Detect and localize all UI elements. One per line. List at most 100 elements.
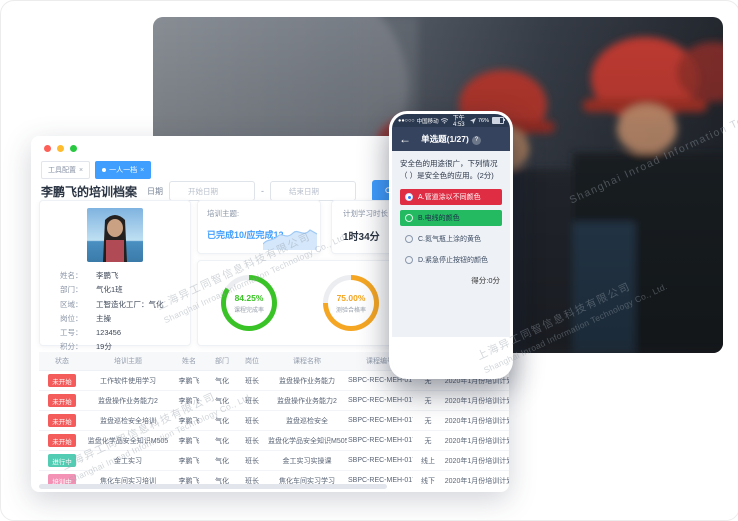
- cell-theme: 监盘化学品安全知识M505: [85, 430, 171, 451]
- plan-label: 计划学习时长: [343, 209, 388, 218]
- phone-nav-bar: 单选题(1/27)? ←: [392, 127, 510, 151]
- phone-mockup: ●●○○○ 中国移动 下午4:53 76% 单选题(1/27)? ← 安全色的用…: [389, 111, 513, 379]
- phone-status-bar: ●●○○○ 中国移动 下午4:53 76%: [392, 114, 510, 128]
- cell-plan: 2020年1月份培训计划: [443, 470, 509, 488]
- plan-duration-value: 1时34分: [343, 232, 380, 243]
- radio-icon: [405, 256, 413, 265]
- status-badge: 未开始: [48, 414, 76, 427]
- course-text: 监盘化学品安全知识M505: [268, 437, 347, 445]
- cell-dept: 气化: [207, 370, 237, 391]
- training-table: 状态培训主题姓名部门岗位课程名称课程编号培训方式培训计划操作 未开始工作软件使用…: [39, 352, 509, 488]
- cell-code: SBPC-REC-MEH-017: [347, 390, 413, 411]
- table-body: 未开始 工作软件使用学习 李鹏飞 气化 班长 监盘操作业务能力 SBPC-REC-MEH-0…: [39, 370, 509, 488]
- cell-plan: 2020年1月份培训计划: [443, 390, 509, 411]
- column-header: 部门: [207, 352, 237, 371]
- status-badge: 培训中: [48, 474, 76, 487]
- table-row[interactable]: 未开始 监盘操作业务能力2 李鹏飞 气化 班长 监盘操作业务能力2 SBPC-REC-MEH…: [39, 390, 509, 411]
- score-label: 得分:0分: [471, 276, 500, 286]
- completion-charts-card: 84.25% 课程完成率 75.00% 测验合格率: [197, 260, 403, 346]
- tab-person-archive[interactable]: 一人一档 ×: [95, 161, 152, 179]
- training-table-wrap: 状态培训主题姓名部门岗位课程名称课程编号培训方式培训计划操作 未开始工作软件使用…: [39, 352, 509, 488]
- profile-fields: 姓名： 李鹏飞 部门： 气化1班 区域： 工智造化工厂：气化 岗位： 主操 工号： 123456 积…: [40, 269, 190, 355]
- course-completion-donut: 84.25% 课程完成率: [221, 275, 277, 331]
- profile-field: 岗位： 主操: [40, 312, 190, 326]
- window-controls: [44, 145, 77, 152]
- answer-option[interactable]: D.紧急停止按钮的颜色: [400, 252, 502, 268]
- tab-label: 一人一档: [109, 167, 138, 174]
- window-titlebar: [31, 136, 509, 158]
- table-row[interactable]: 培训中 焦化车间实习培训 李鹏飞 气化 班长 焦化车间实习学习 SBPC-REC-MEH-0…: [39, 470, 509, 488]
- cell-course: 监盘操作业务能力: [267, 370, 347, 391]
- profile-card: 姓名： 李鹏飞 部门： 气化1班 区域： 工智造化工厂：气化 岗位： 主操 工号： 123456 积…: [39, 200, 191, 351]
- table-row[interactable]: 未开始 监盘化学品安全知识M505 李鹏飞 气化 班长 监盘化学品安全知识M505 SBPC…: [39, 430, 509, 451]
- field-label: 工号：: [60, 328, 83, 337]
- close-button[interactable]: [44, 145, 51, 152]
- cell-status: 未开始: [39, 390, 85, 411]
- profile-field: 姓名： 李鹏飞: [40, 269, 190, 283]
- cell-status: 进行中: [39, 450, 85, 471]
- field-label: 岗位：: [60, 313, 83, 323]
- cell-code: SBPC-REC-MEH-017: [347, 410, 413, 431]
- cell-name: 李鹏飞: [171, 470, 207, 488]
- cell-mode: 无: [413, 410, 443, 431]
- cell-code: SBPC-REC-MEH-017: [347, 450, 413, 471]
- cell-post: 班长: [237, 410, 267, 431]
- start-date-input[interactable]: [169, 181, 256, 201]
- help-icon[interactable]: ?: [471, 136, 481, 145]
- options-list: A.管道涂以不同颜色 B.电线的颜色 C.氮气瓶上涂的黄色 D.紧急停止按钮的颜色: [400, 189, 502, 268]
- question-area: 安全色的用途很广，下列情况（ ）是安全色的应用。(2分) A.管道涂以不同颜色 B…: [392, 151, 510, 337]
- cell-name: 李鹏飞: [171, 390, 207, 411]
- field-label: 积分：: [60, 342, 83, 352]
- maximize-button[interactable]: [70, 145, 77, 152]
- table-row[interactable]: 进行中 金工实习 李鹏飞 气化 班长 金工实习实操课 SBPC-REC-MEH-017 线上 2…: [39, 450, 509, 471]
- answer-option[interactable]: B.电线的颜色: [400, 210, 502, 227]
- field-value: 123456: [96, 328, 122, 337]
- cell-theme: 金工实习: [85, 450, 171, 471]
- status-badge: 未开始: [48, 394, 76, 407]
- cell-theme: 监盘操作业务能力2: [85, 390, 171, 411]
- course-completion-caption: 课程完成率: [233, 307, 264, 314]
- back-icon[interactable]: ←: [399, 132, 411, 146]
- tab-bar: 工具配置 × 一人一档 ×: [41, 161, 152, 179]
- question-counter-title: 单选题(1/27)?: [392, 133, 510, 145]
- radio-icon: [405, 214, 413, 223]
- answer-option[interactable]: A.管道涂以不同颜色: [400, 189, 502, 206]
- field-label: 部门：: [60, 285, 83, 295]
- table-row[interactable]: 未开始 监盘巡检安全培训 李鹏飞 气化 班长 监盘巡检安全 SBPC-REC-MEH-017…: [39, 410, 509, 431]
- cell-name: 李鹏飞: [171, 410, 207, 431]
- cell-code: SBPC-REC-MEH-017: [347, 430, 413, 451]
- course-text: 监盘巡检安全: [286, 417, 328, 425]
- profile-field: 积分： 19分: [40, 340, 190, 354]
- clock-label: 下午4:53: [452, 116, 465, 128]
- tab-tool-config[interactable]: 工具配置 ×: [41, 161, 91, 179]
- desktop-window: 工具配置 × 一人一档 × 李鹏飞的培训档案 日期 - 查: [31, 136, 509, 492]
- answer-option[interactable]: C.氮气瓶上涂的黄色: [400, 231, 502, 247]
- cell-post: 班长: [237, 470, 267, 488]
- tab-label: 工具配置: [48, 167, 76, 174]
- trend-sparkline: [263, 229, 317, 250]
- end-date-input[interactable]: [270, 181, 357, 201]
- theme-label: 培训主题:: [207, 209, 240, 218]
- profile-field: 工号： 123456: [40, 326, 190, 340]
- table-row[interactable]: 未开始 工作软件使用学习 李鹏飞 气化 班长 监盘操作业务能力 SBPC-REC-MEH-0…: [39, 370, 509, 391]
- column-header: 课程名称: [267, 352, 347, 371]
- course-text: 焦化车间实习学习: [279, 477, 335, 485]
- horizontal-scrollbar[interactable]: [39, 484, 387, 489]
- field-value: 气化1班: [96, 285, 123, 295]
- cell-course: 监盘化学品安全知识M505: [267, 430, 347, 451]
- tab-close-icon[interactable]: ×: [79, 166, 84, 174]
- minimize-button[interactable]: [57, 145, 64, 152]
- tab-close-icon[interactable]: ×: [140, 166, 145, 174]
- cell-course: 金工实习实操课: [267, 450, 347, 471]
- course-text: 监盘操作业务能力: [279, 377, 335, 385]
- cell-dept: 气化: [207, 430, 237, 451]
- cell-name: 李鹏飞: [171, 370, 207, 391]
- phone-screen: ●●○○○ 中国移动 下午4:53 76% 单选题(1/27)? ← 安全色的用…: [392, 114, 510, 376]
- radio-icon: [405, 235, 413, 244]
- option-text: B.电线的颜色: [418, 215, 460, 223]
- cell-plan: 2020年1月份培训计划: [443, 430, 509, 451]
- test-pass-percent: 75.00%: [336, 292, 366, 303]
- radio-icon: [405, 193, 413, 202]
- option-text: A.管道涂以不同颜色: [418, 194, 481, 202]
